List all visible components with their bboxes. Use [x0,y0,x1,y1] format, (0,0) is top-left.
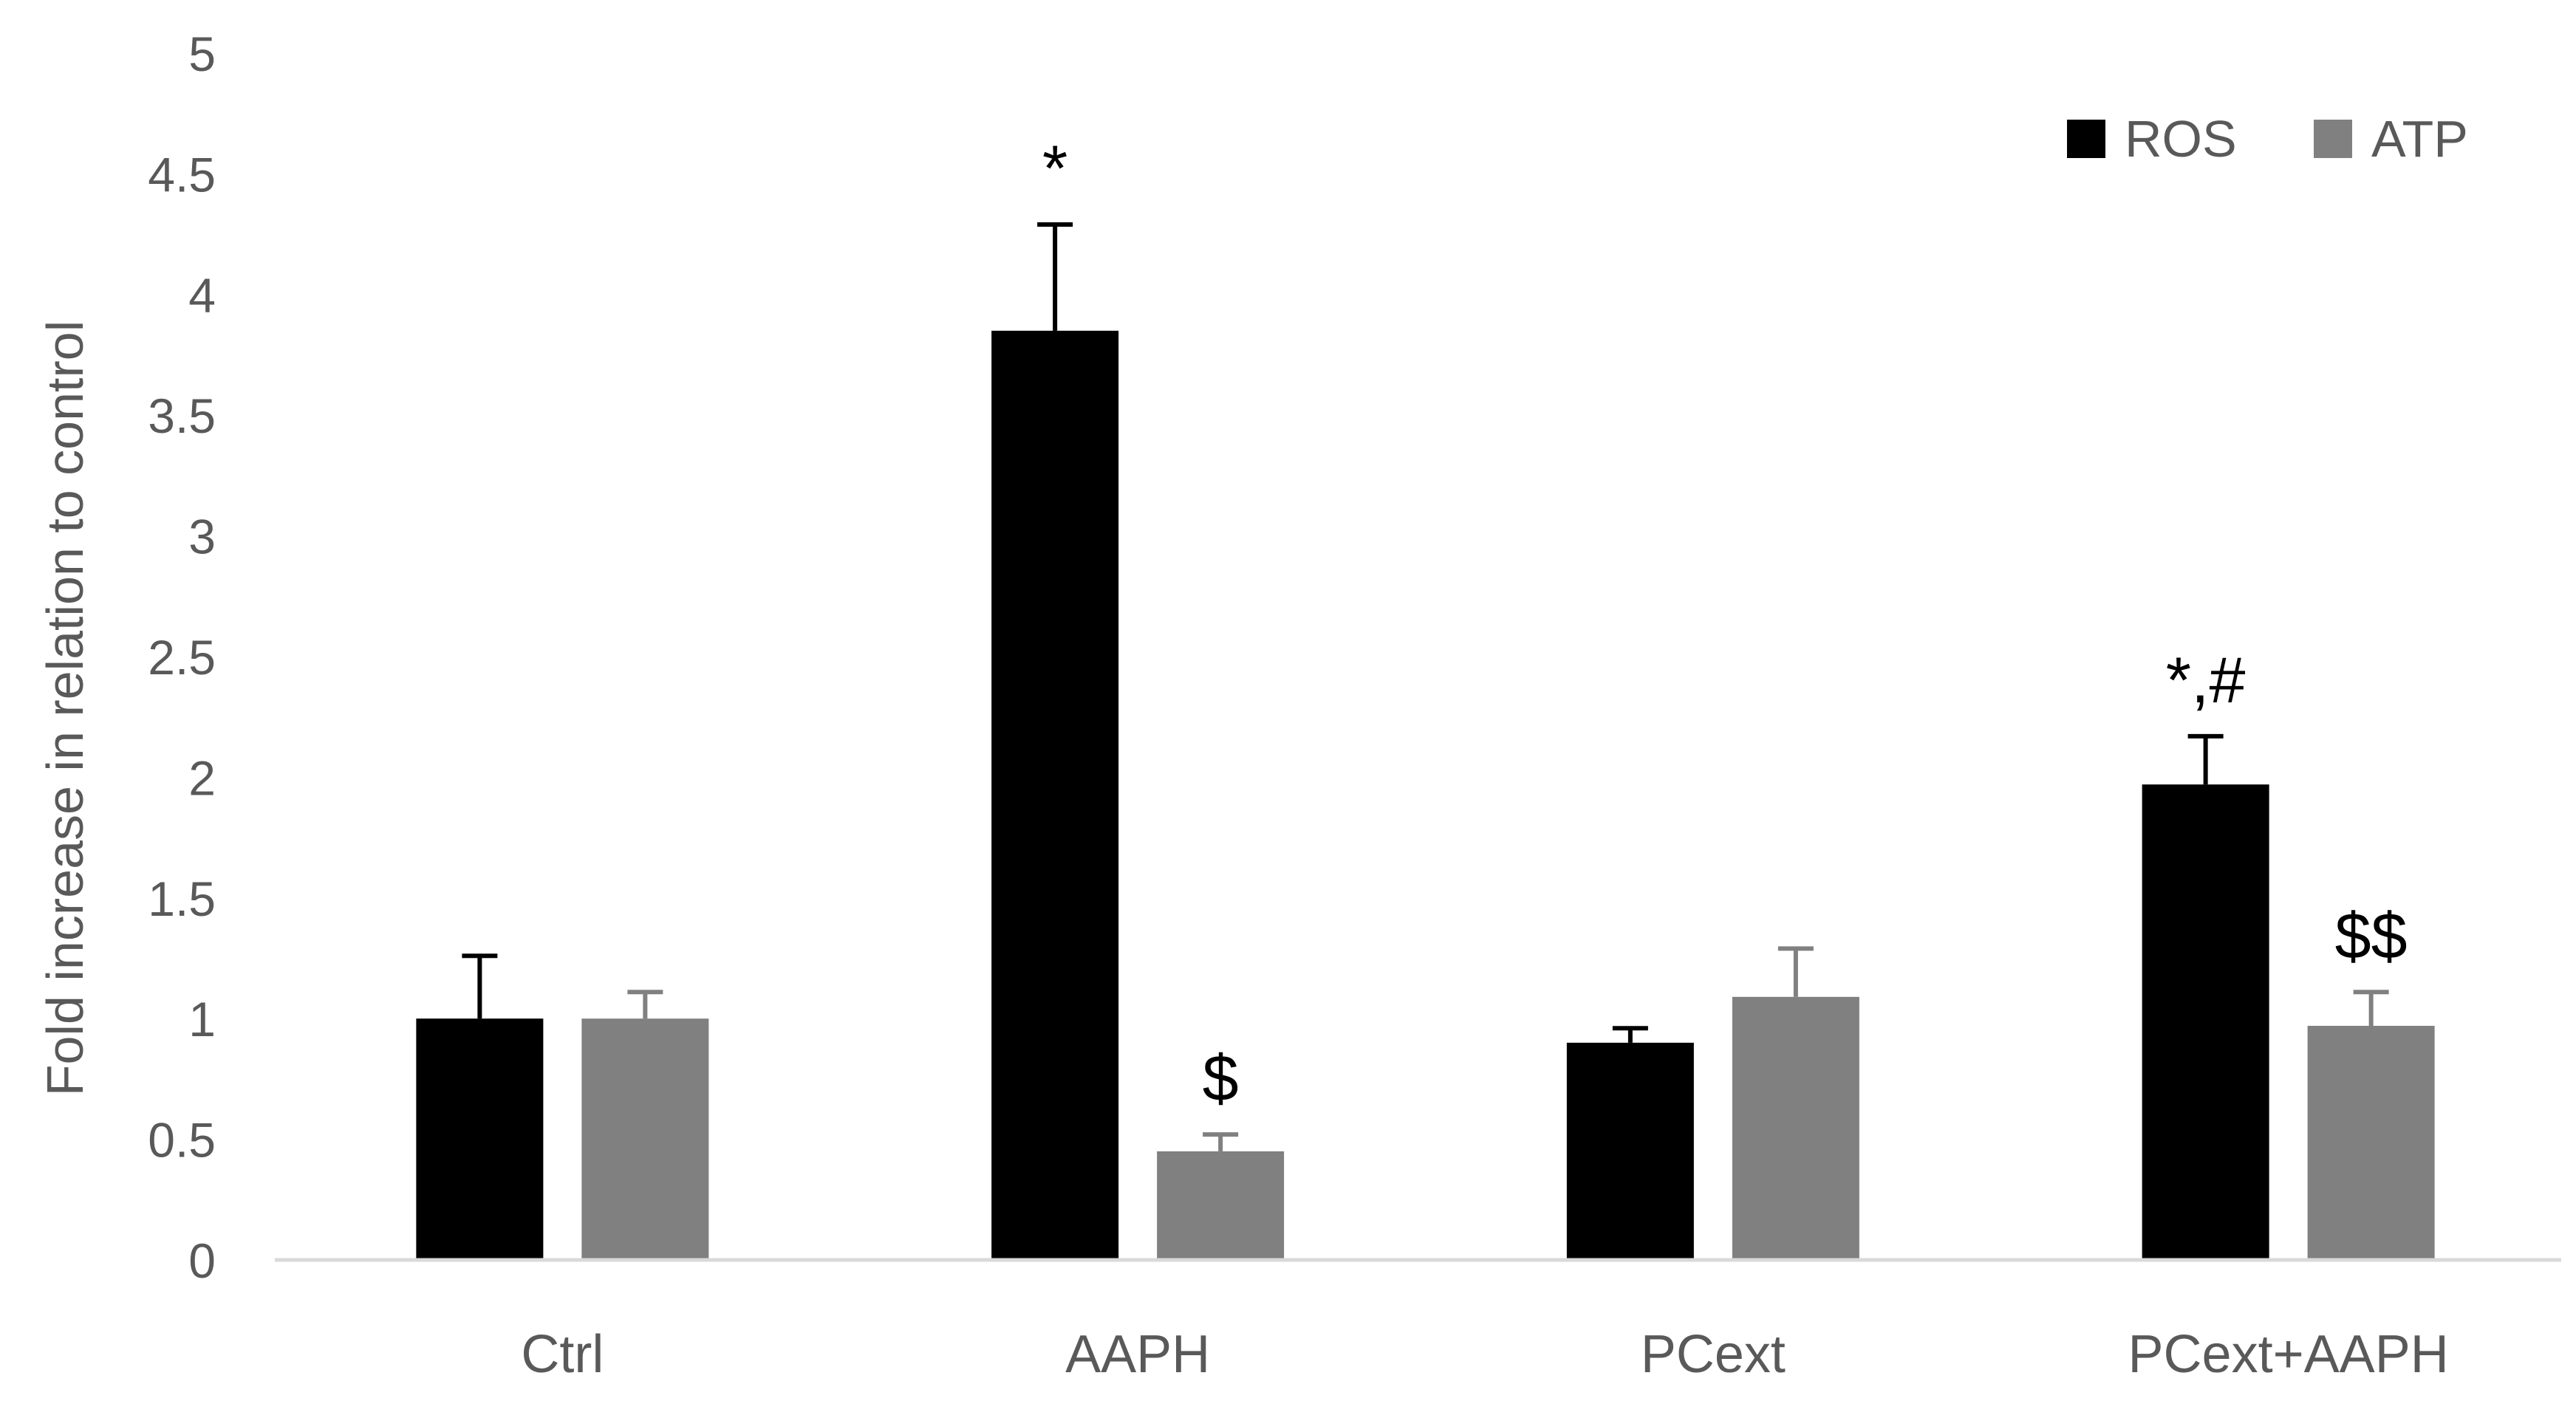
x-axis-categories: Ctrl AAPH PCext PCext+AAPH [521,1325,2448,1384]
y-tick-label: 2 [188,750,216,805]
y-tick-label: 1 [188,992,216,1047]
bar-atp [1732,996,1859,1260]
y-axis-ticks: 0 0.5 1 1.5 2 2.5 3 3.5 4 4.5 5 [148,27,216,1288]
bar-ros [991,330,1119,1260]
bar-ros [1566,1042,1694,1260]
y-tick-label: 1.5 [148,871,216,926]
bar-atp [581,1018,709,1260]
y-tick-label: 5 [188,27,216,81]
bars [416,330,2435,1260]
x-category-label: PCext [1641,1325,1786,1384]
legend-swatch-atp [2314,120,2352,158]
legend-label-ros: ROS [2125,110,2237,168]
y-tick-label: 3.5 [148,388,216,443]
bar-ros [2142,784,2269,1260]
y-tick-label: 2.5 [148,630,216,685]
significance-marker: * [1042,131,1067,205]
y-tick-label: 4.5 [148,147,216,202]
legend-label-atp: ATP [2371,110,2468,168]
legend-swatch-ros [2067,120,2105,158]
error-bars [462,222,2389,1151]
y-tick-label: 0 [188,1233,216,1288]
y-tick-label: 4 [188,268,216,323]
bar-ros [416,1018,544,1260]
significance-marker: $$ [2335,899,2408,972]
bar-atp [1157,1151,1285,1260]
y-tick-label: 0.5 [148,1113,216,1168]
x-category-label: AAPH [1065,1325,1210,1384]
bar-atp [2307,1026,2435,1260]
significance-marker: *,# [2166,643,2246,716]
annotations: * $ *,# $$ [1042,131,2408,1114]
y-axis-label: Fold increase in relation to control [36,321,94,1097]
y-tick-label: 3 [188,510,216,564]
x-category-label: Ctrl [521,1325,604,1384]
significance-marker: $ [1203,1041,1239,1114]
x-category-label: PCext+AAPH [2128,1325,2449,1384]
legend: ROS ATP [2067,110,2468,168]
